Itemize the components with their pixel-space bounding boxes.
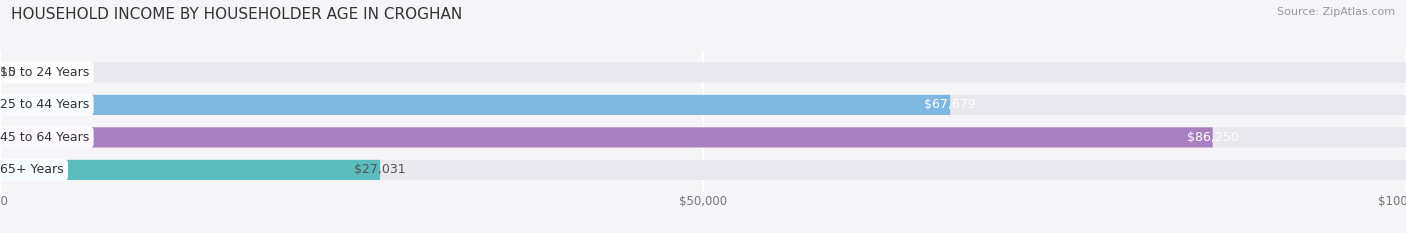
FancyBboxPatch shape [0, 95, 950, 115]
Text: $86,250: $86,250 [1187, 131, 1239, 144]
FancyBboxPatch shape [0, 127, 1213, 147]
FancyBboxPatch shape [0, 160, 380, 180]
Text: 45 to 64 Years: 45 to 64 Years [0, 131, 89, 144]
Text: HOUSEHOLD INCOME BY HOUSEHOLDER AGE IN CROGHAN: HOUSEHOLD INCOME BY HOUSEHOLDER AGE IN C… [11, 7, 463, 22]
FancyBboxPatch shape [0, 95, 1406, 115]
FancyBboxPatch shape [0, 62, 1406, 82]
Text: 25 to 44 Years: 25 to 44 Years [0, 98, 89, 111]
Text: $27,031: $27,031 [354, 163, 406, 176]
FancyBboxPatch shape [0, 127, 1406, 147]
Text: 65+ Years: 65+ Years [0, 163, 63, 176]
Text: 15 to 24 Years: 15 to 24 Years [0, 66, 89, 79]
FancyBboxPatch shape [0, 160, 1406, 180]
Text: $0: $0 [0, 66, 15, 79]
Text: Source: ZipAtlas.com: Source: ZipAtlas.com [1277, 7, 1395, 17]
Text: $67,679: $67,679 [924, 98, 976, 111]
